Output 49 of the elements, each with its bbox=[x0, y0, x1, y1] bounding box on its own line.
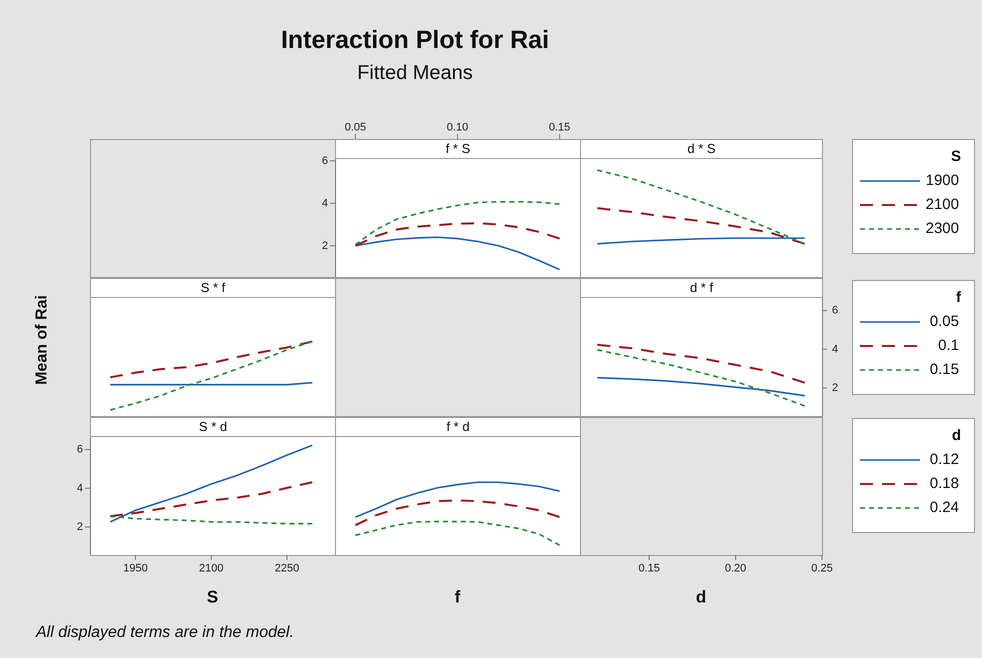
legend-label: 0.18 bbox=[930, 475, 959, 492]
y-tick-label: 2 bbox=[76, 520, 83, 533]
x-axis-title: S bbox=[206, 588, 218, 607]
y-axis-title: Mean of Rai bbox=[33, 295, 50, 385]
legend-label: 0.05 bbox=[930, 313, 959, 330]
x-axis-title: f bbox=[454, 588, 461, 607]
y2-tick-label: 2 bbox=[832, 382, 838, 394]
line-series bbox=[354, 200, 560, 246]
y-tick-label: 6 bbox=[76, 444, 83, 456]
text: Interaction Plot for Rai bbox=[280, 26, 550, 55]
y-tick-label: 4 bbox=[322, 197, 328, 210]
chart-title: S * f bbox=[90, 278, 336, 298]
chart-title: f * d bbox=[335, 417, 581, 437]
text: Fitted Means bbox=[356, 62, 474, 85]
x-tick-label: 2100 bbox=[198, 562, 224, 575]
legend-label: 0.1 bbox=[938, 337, 959, 354]
chart-title: d * f bbox=[580, 278, 823, 298]
legend-label: 2300 bbox=[926, 220, 959, 238]
legend-title: f bbox=[956, 289, 962, 306]
y2-tick-label: 4 bbox=[832, 343, 838, 356]
line-series bbox=[354, 222, 561, 247]
legend-label: 2100 bbox=[926, 196, 959, 214]
y-tick-label: 6 bbox=[322, 154, 328, 167]
legend-label: 1900 bbox=[926, 172, 959, 190]
chart-title: d * S bbox=[580, 139, 823, 159]
line-series bbox=[109, 481, 314, 518]
legend-title: S bbox=[950, 148, 961, 166]
x-tick-label: 0.05 bbox=[344, 122, 366, 134]
x-tick-label: 0.15 bbox=[638, 562, 660, 575]
x-tick-label: 0.25 bbox=[811, 562, 833, 575]
y-tick-label: 2 bbox=[322, 240, 328, 252]
line-series bbox=[596, 349, 806, 407]
y-tick-label: 4 bbox=[76, 482, 83, 494]
x-tick-label: 0.15 bbox=[548, 122, 570, 134]
text: All displayed terms are in the model. bbox=[36, 624, 294, 642]
legend-title: d bbox=[952, 427, 961, 444]
chart-title: f * S bbox=[335, 139, 581, 159]
chart-title: S * d bbox=[90, 417, 336, 437]
legend-label: 0.24 bbox=[930, 499, 959, 516]
x-tick-label: 2250 bbox=[274, 562, 300, 575]
line-series bbox=[596, 344, 806, 384]
x-tick-label: 0.10 bbox=[446, 122, 468, 134]
y2-tick-label: 6 bbox=[832, 304, 838, 317]
legend-label: 0.12 bbox=[930, 451, 959, 468]
x-axis-title: d bbox=[696, 588, 706, 607]
x-tick-label: 0.20 bbox=[724, 562, 746, 575]
x-tick-label: 1950 bbox=[123, 562, 148, 575]
line-series bbox=[109, 516, 314, 524]
legend-label: 0.15 bbox=[930, 361, 959, 378]
